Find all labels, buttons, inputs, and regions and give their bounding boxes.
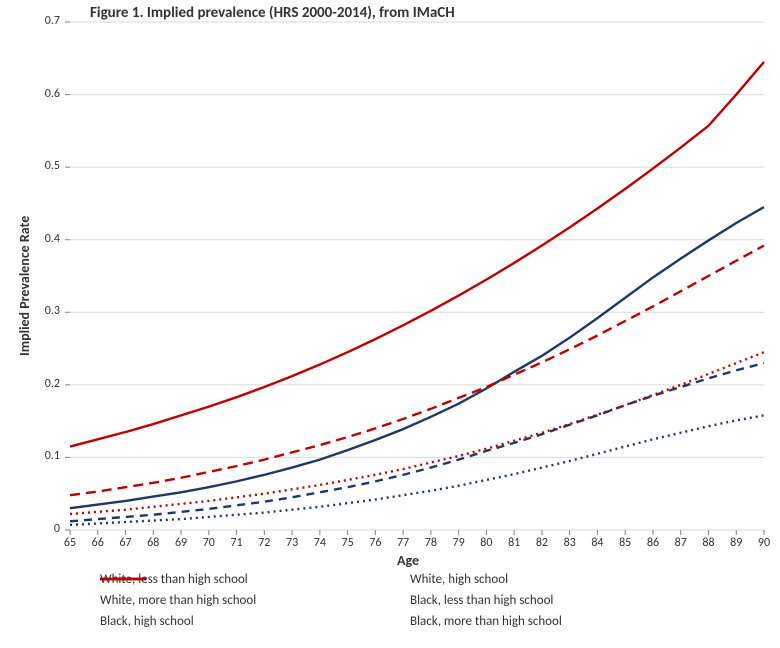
x-tick-label: 65	[64, 536, 76, 550]
x-tick-label: 85	[619, 536, 631, 550]
x-tick-label: 84	[591, 536, 603, 550]
x-tick-label: 79	[453, 536, 465, 550]
legend-label: White, high school	[410, 572, 508, 587]
x-tick-label: 75	[342, 536, 354, 550]
x-tick-label: 66	[92, 536, 104, 550]
y-tick-label: 0.3	[26, 304, 60, 318]
x-tick-label: 83	[564, 536, 576, 550]
x-tick-label: 90	[758, 536, 770, 550]
x-tick-label: 76	[369, 536, 381, 550]
y-tick-label: 0.1	[26, 449, 60, 463]
chart-svg	[0, 0, 780, 648]
x-tick-label: 80	[480, 536, 492, 550]
legend-label: White, more than high school	[100, 593, 256, 608]
x-tick-label: 74	[314, 536, 326, 550]
x-tick-label: 87	[675, 536, 687, 550]
legend-item: White, high school	[410, 572, 700, 587]
x-tick-label: 81	[508, 536, 520, 550]
legend-label: Black, more than high school	[410, 614, 562, 629]
legend: White, less than high schoolWhite, high …	[100, 572, 700, 629]
x-tick-label: 69	[175, 536, 187, 550]
x-tick-label: 89	[730, 536, 742, 550]
y-tick-label: 0	[26, 522, 60, 536]
y-tick-label: 0.6	[26, 87, 60, 101]
legend-label: Black, less than high school	[410, 593, 553, 608]
x-tick-label: 88	[702, 536, 714, 550]
series-line-0	[70, 207, 764, 508]
y-tick-label: 0.2	[26, 377, 60, 391]
x-tick-label: 70	[203, 536, 215, 550]
legend-swatch	[100, 572, 146, 586]
series-line-5	[70, 352, 764, 514]
x-tick-label: 71	[230, 536, 242, 550]
series-line-1	[70, 363, 764, 521]
series-line-3	[70, 62, 764, 447]
x-tick-label: 68	[147, 536, 159, 550]
chart-container: Figure 1. Implied prevalence (HRS 2000-2…	[0, 0, 780, 648]
x-tick-label: 67	[119, 536, 131, 550]
y-tick-label: 0.4	[26, 232, 60, 246]
legend-item: Black, high school	[100, 614, 390, 629]
legend-label: Black, high school	[100, 614, 194, 629]
legend-item: Black, more than high school	[410, 614, 700, 629]
x-tick-label: 73	[286, 536, 298, 550]
y-tick-label: 0.5	[26, 159, 60, 173]
x-tick-label: 72	[258, 536, 270, 550]
x-tick-label: 86	[647, 536, 659, 550]
y-tick-label: 0.7	[26, 14, 60, 28]
x-tick-label: 77	[397, 536, 409, 550]
legend-item: Black, less than high school	[410, 593, 700, 608]
legend-item: White, more than high school	[100, 593, 390, 608]
x-tick-label: 82	[536, 536, 548, 550]
x-tick-label: 78	[425, 536, 437, 550]
